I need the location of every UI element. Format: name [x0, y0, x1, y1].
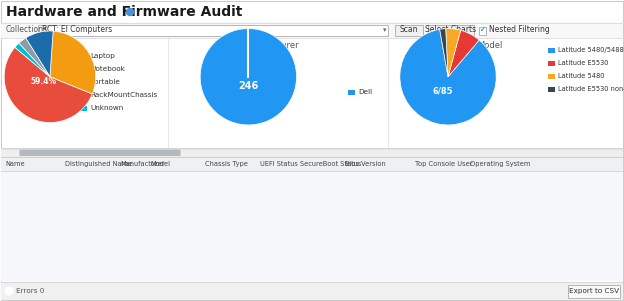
FancyBboxPatch shape: [395, 25, 423, 36]
Text: Select Charts: Select Charts: [426, 26, 477, 35]
Bar: [548, 73, 555, 79]
Wedge shape: [15, 43, 50, 77]
Bar: [80, 105, 87, 111]
Bar: [548, 86, 555, 92]
Text: Top Console User: Top Console User: [415, 161, 472, 167]
Text: Model: Model: [477, 41, 503, 50]
Text: Operating System: Operating System: [470, 161, 530, 167]
Text: i: i: [129, 10, 131, 14]
Bar: [548, 61, 555, 66]
Circle shape: [5, 287, 13, 295]
Text: Notebook: Notebook: [90, 66, 125, 72]
Bar: [1, 148, 623, 157]
Text: Chassis Type: Chassis Type: [205, 161, 248, 167]
Text: Scan: Scan: [400, 26, 418, 35]
Wedge shape: [50, 31, 95, 94]
Wedge shape: [446, 29, 461, 77]
Text: Name: Name: [5, 161, 24, 167]
Bar: [348, 89, 355, 95]
Wedge shape: [26, 31, 53, 77]
Text: Manufacturer: Manufacturer: [241, 41, 298, 50]
Text: Export to CSV: Export to CSV: [569, 288, 619, 294]
FancyBboxPatch shape: [479, 27, 486, 35]
Text: Portable: Portable: [90, 79, 120, 85]
Text: Unknown: Unknown: [90, 105, 124, 111]
Text: ✓: ✓: [480, 27, 486, 33]
Wedge shape: [448, 30, 479, 77]
Wedge shape: [200, 29, 296, 125]
Text: ⚠: ⚠: [7, 288, 11, 293]
Text: 59.4%: 59.4%: [30, 77, 56, 86]
Text: Collections:: Collections:: [6, 26, 51, 35]
Text: Nested Filtering: Nested Filtering: [489, 26, 550, 35]
Text: Latitude 5480/5488: Latitude 5480/5488: [558, 47, 624, 53]
Text: Errors 0: Errors 0: [16, 288, 44, 294]
Bar: [80, 92, 87, 98]
Text: RCT: El Computers: RCT: El Computers: [42, 26, 112, 35]
Text: Distinguished Name: Distinguished Name: [65, 161, 132, 167]
FancyBboxPatch shape: [19, 149, 180, 156]
Bar: [1, 157, 623, 171]
Text: Manufacturer: Manufacturer: [120, 161, 165, 167]
Wedge shape: [19, 38, 50, 77]
Wedge shape: [440, 29, 448, 77]
FancyBboxPatch shape: [428, 25, 474, 36]
Text: Hardware and Firmware Audit: Hardware and Firmware Audit: [6, 5, 242, 19]
Bar: [80, 79, 87, 85]
Text: 6/85: 6/85: [433, 87, 454, 96]
Text: ✓: ✓: [480, 27, 485, 33]
Bar: [1, 157, 623, 281]
Text: Laptop: Laptop: [90, 53, 115, 59]
Text: Latitude E5530: Latitude E5530: [558, 60, 608, 66]
Wedge shape: [400, 29, 496, 125]
Text: ▾: ▾: [383, 27, 386, 33]
FancyBboxPatch shape: [568, 285, 620, 298]
Wedge shape: [4, 47, 92, 123]
Text: Bios Version: Bios Version: [345, 161, 386, 167]
Text: Model: Model: [150, 161, 170, 167]
Text: 246: 246: [238, 81, 258, 92]
FancyBboxPatch shape: [1, 23, 623, 38]
FancyBboxPatch shape: [38, 25, 388, 36]
Text: UEFI Status: UEFI Status: [260, 161, 298, 167]
Text: Dell: Dell: [358, 89, 372, 95]
Text: Latitude E5530 non-vPro: Latitude E5530 non-vPro: [558, 86, 624, 92]
Text: RackMountChassis: RackMountChassis: [90, 92, 157, 98]
Bar: [548, 48, 555, 53]
Bar: [80, 67, 87, 72]
Bar: [1, 282, 623, 300]
Bar: [80, 54, 87, 59]
Text: Latitude 5480: Latitude 5480: [558, 73, 605, 79]
Text: SecureBoot Status: SecureBoot Status: [300, 161, 361, 167]
Circle shape: [127, 8, 134, 15]
